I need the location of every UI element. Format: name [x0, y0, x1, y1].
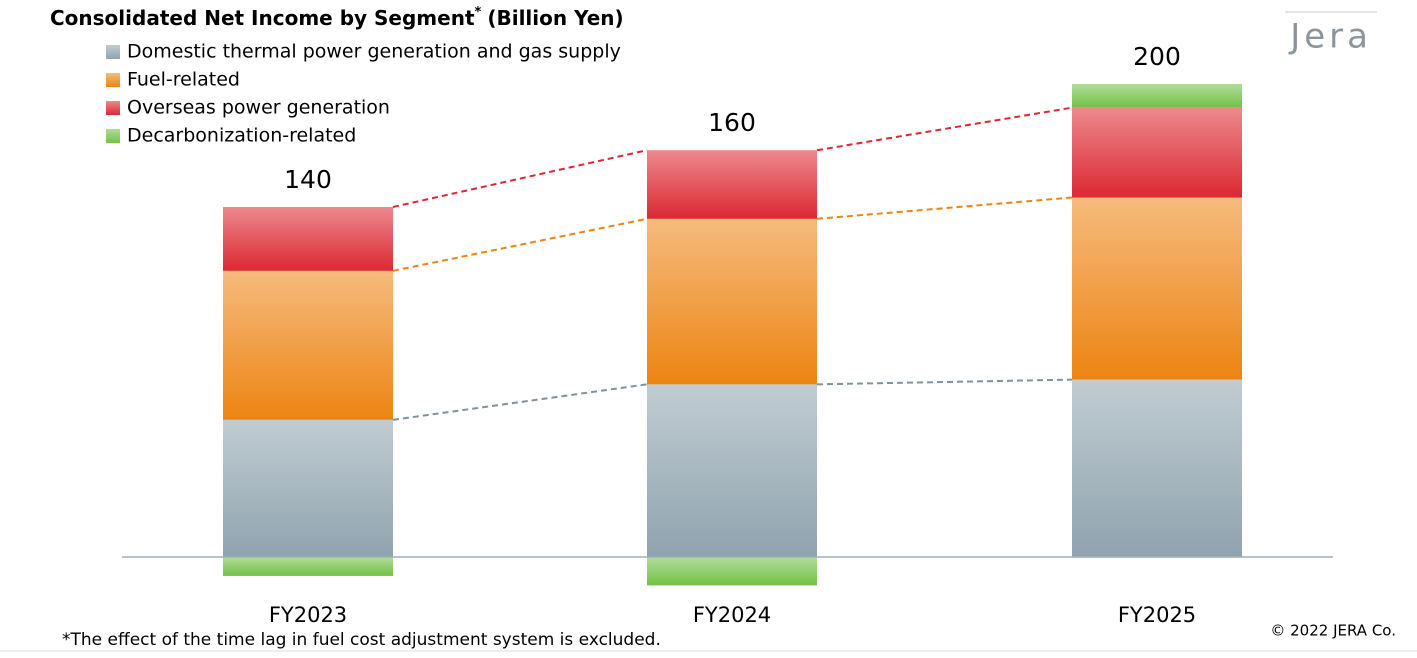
- title-unit: (Billion Yen): [487, 6, 623, 30]
- bar-segment: [1072, 107, 1242, 198]
- bar-segment: [223, 206, 393, 271]
- legend-swatch: [106, 101, 120, 115]
- legend-swatch: [106, 129, 120, 143]
- footnote: *The effect of the time lag in fuel cost…: [62, 630, 661, 650]
- total-label: 140: [284, 165, 332, 194]
- bar-segment: [223, 270, 393, 420]
- connector: [392, 149, 648, 208]
- connector: [392, 383, 648, 421]
- x-tick-label: FY2023: [269, 603, 347, 627]
- total-label: 200: [1133, 42, 1181, 71]
- x-tick-label: FY2024: [693, 603, 771, 627]
- connector: [816, 196, 1073, 220]
- bar-segment: [1072, 379, 1242, 557]
- bar-segment: [1072, 197, 1242, 380]
- legend-swatch: [106, 73, 120, 87]
- bar-segment: [647, 218, 817, 385]
- title-mark: *: [475, 5, 482, 20]
- connector: [392, 217, 648, 272]
- bar-segment: [647, 384, 817, 557]
- legend-label: Domestic thermal power generation and ga…: [127, 41, 621, 63]
- chart-title: Consolidated Net Income by Segment* (Bill…: [50, 5, 624, 30]
- bar-segment: [647, 557, 817, 586]
- bar-segment: [223, 557, 393, 576]
- legend-label: Fuel-related: [127, 69, 240, 91]
- legend-swatch: [106, 45, 120, 59]
- bar-segment: [647, 150, 817, 219]
- x-tick-label: FY2025: [1118, 603, 1196, 627]
- title-main: Consolidated Net Income by Segment: [50, 6, 475, 30]
- copyright: © 2022 JERA Co.: [1270, 622, 1396, 640]
- connector: [816, 106, 1073, 152]
- total-label: 160: [708, 108, 756, 137]
- legend-label: Decarbonization-related: [127, 125, 356, 147]
- bar-segment: [223, 419, 393, 557]
- connector: [816, 378, 1073, 386]
- bar-segment: [1072, 84, 1242, 108]
- legend-label: Overseas power generation: [127, 97, 390, 119]
- logo: Jera: [1288, 17, 1372, 57]
